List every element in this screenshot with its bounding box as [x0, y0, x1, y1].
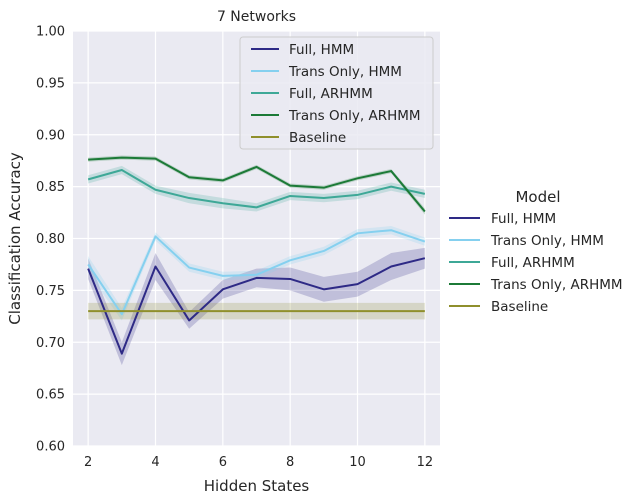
- y-tick-label: 0.90: [36, 128, 65, 143]
- legend-inside-label: Trans Only, HMM: [288, 64, 402, 80]
- x-tick-label: 10: [349, 455, 366, 470]
- x-tick-label: 8: [286, 455, 294, 470]
- y-tick-label: 0.75: [36, 284, 65, 299]
- legend-inside-label: Baseline: [289, 130, 346, 146]
- x-axis-label: Hidden States: [204, 477, 310, 495]
- x-tick-label: 12: [417, 455, 434, 470]
- legend-inside-label: Trans Only, ARHMM: [288, 108, 421, 124]
- legend-outside-label: Full, ARHMM: [491, 255, 575, 271]
- y-axis-label: Classification Accuracy: [6, 152, 24, 325]
- x-tick-label: 4: [151, 455, 159, 470]
- band-series-3: [88, 165, 425, 212]
- y-ticks: 0.60 0.65 0.70 0.75 0.80 0.85 0.90 0.95 1.00: [36, 25, 65, 455]
- legend-outside-label: Full, HMM: [491, 211, 556, 227]
- legend-title: Model: [515, 188, 560, 206]
- y-tick-label: 0.70: [36, 336, 65, 351]
- x-ticks: 2 4 6 8 10 12: [84, 455, 433, 470]
- legend-inside-box: [239, 36, 434, 150]
- y-tick-label: 0.85: [36, 180, 65, 195]
- y-tick-label: 0.60: [36, 440, 65, 455]
- x-tick-label: 2: [84, 455, 92, 470]
- legend-outside-label: Trans Only, ARHMM: [490, 277, 623, 293]
- series-lines: [87, 156, 426, 355]
- x-tick-label: 6: [219, 455, 227, 470]
- legend-inside-label: Full, HMM: [289, 42, 354, 58]
- y-tick-label: 0.80: [36, 232, 65, 247]
- y-tick-label: 0.65: [36, 388, 65, 403]
- band-series-2: [88, 226, 425, 321]
- y-tick-label: 0.95: [36, 76, 65, 91]
- y-tick-label: 1.00: [36, 25, 65, 40]
- chart-title: 7 Networks: [217, 9, 296, 25]
- legend-outside-label: Baseline: [491, 299, 548, 315]
- legend-inside-label: Full, ARHMM: [289, 86, 373, 102]
- legend-outside-label: Trans Only, HMM: [490, 233, 604, 249]
- band-series-1: [88, 247, 425, 366]
- legend-inside: Full, HMM Trans Only, HMM Full, ARHMM Trans…: [239, 36, 434, 150]
- legend-outside: Model Full, HMM Trans Only, HMM Full, ARHM…: [449, 188, 623, 315]
